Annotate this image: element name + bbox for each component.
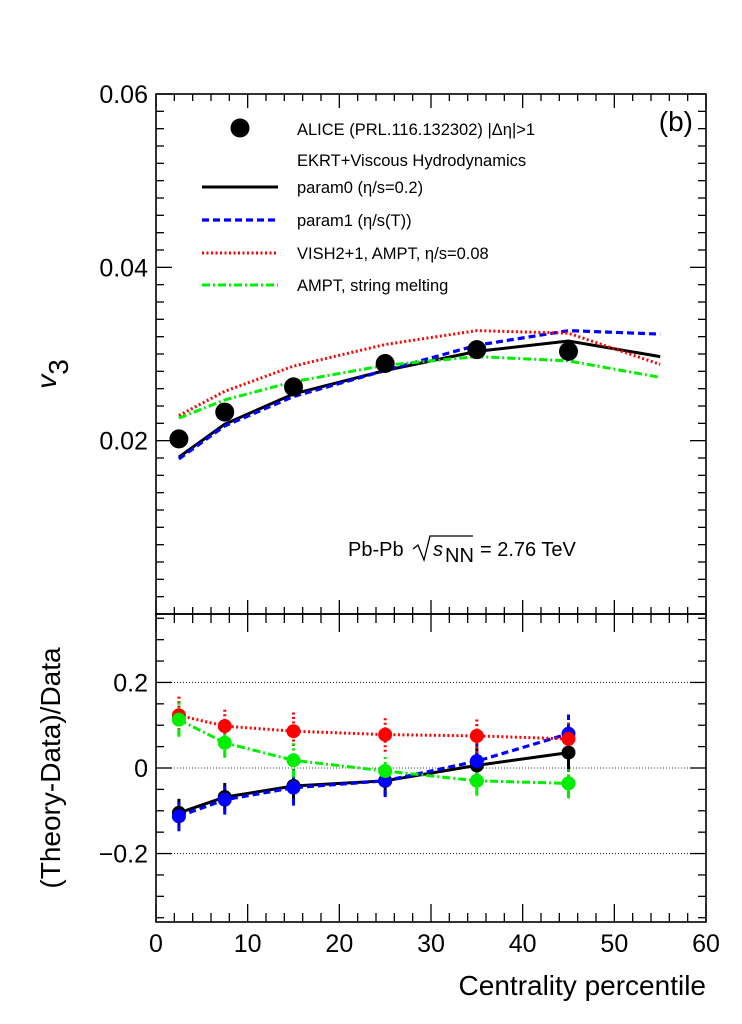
legend-label-dotted: VISH2+1, AMPT, η/s=0.08 bbox=[297, 245, 489, 263]
ratio-curve-dashed bbox=[178, 732, 569, 818]
legend-label-dashdot: AMPT, string melting bbox=[297, 277, 448, 295]
ratio-point-dashdot bbox=[286, 753, 301, 768]
annotation-system: Pb-Pb bbox=[348, 539, 404, 561]
ratio-point-dashdot bbox=[469, 773, 484, 788]
bottom-plot-frame bbox=[155, 613, 707, 923]
sqrt-sign bbox=[412, 535, 473, 563]
bottom-y-tick-label: −0.2 bbox=[99, 841, 148, 869]
annotation-energy: = 2.76 TeV bbox=[480, 539, 576, 561]
ratio-point-dotted bbox=[561, 731, 576, 746]
ratio-curve-dotted bbox=[178, 713, 569, 741]
bottom-panel: −0.2 0 0.2 0 10 20 30 40 50 60 Centrality percenti… bbox=[35, 613, 720, 1001]
alice-data-point bbox=[169, 429, 189, 449]
alice-data-point bbox=[559, 341, 578, 361]
ratio-curve-dashdot bbox=[178, 718, 569, 785]
top-y-tick-label: 0.02 bbox=[99, 428, 148, 456]
x-tick-label: 60 bbox=[692, 930, 720, 958]
ratio-point-dashed bbox=[217, 792, 232, 807]
top-curve-solid bbox=[178, 339, 661, 459]
x-tick-label: 30 bbox=[417, 930, 445, 958]
x-tick-label: 50 bbox=[600, 930, 628, 958]
top-curve-dashdot bbox=[178, 355, 661, 420]
ratio-point-dashed bbox=[469, 754, 484, 769]
alice-data-point bbox=[215, 402, 235, 422]
top-panel: 0.02 0.04 0.06 v3 (b) ALICE (PRL.116.132302) … bbox=[31, 81, 707, 615]
x-axis-title: Centrality percentile bbox=[459, 970, 706, 1001]
x-tick-label: 0 bbox=[149, 930, 163, 958]
ratio-point-dashed bbox=[286, 780, 301, 795]
ratio-point-dashdot bbox=[171, 712, 186, 727]
x-tick-label: 10 bbox=[234, 930, 262, 958]
panel-label: (b) bbox=[659, 106, 693, 137]
ratio-point-dashed bbox=[171, 809, 186, 824]
bottom-y-axis-title: (Theory-Data)/Data bbox=[35, 647, 66, 889]
annotation-nn: NN bbox=[445, 545, 474, 567]
top-y-tick-label: 0.06 bbox=[99, 81, 148, 109]
x-tick-label: 20 bbox=[325, 930, 353, 958]
annotation-s: s bbox=[433, 539, 443, 561]
ratio-curve-solid bbox=[178, 751, 569, 815]
v-subscript: 3 bbox=[43, 359, 74, 375]
legend-header: EKRT+Viscous Hydrodynamics bbox=[297, 152, 526, 170]
legend-marker-alice bbox=[230, 118, 250, 138]
bottom-y-tick-label: 0 bbox=[134, 755, 148, 783]
top-y-axis-title: v3 bbox=[31, 359, 74, 389]
alice-data-point bbox=[284, 377, 303, 397]
legend-label-solid: param0 (η/s=0.2) bbox=[297, 179, 423, 197]
ratio-point-dotted bbox=[469, 728, 484, 743]
alice-data-point bbox=[467, 340, 487, 360]
alice-data-point bbox=[375, 354, 395, 374]
ratio-point-dashed bbox=[378, 773, 393, 788]
ratio-point-dotted bbox=[378, 727, 393, 742]
ratio-point-dashdot bbox=[217, 735, 232, 750]
legend-label-dashed: param1 (η/s(T)) bbox=[297, 212, 412, 230]
x-tick-label: 40 bbox=[509, 930, 537, 958]
ratio-point-solid bbox=[561, 745, 576, 760]
ratio-point-dotted bbox=[217, 719, 232, 734]
top-curve-dashed bbox=[177, 328, 661, 461]
ratio-point-dashdot bbox=[378, 763, 393, 778]
bottom-y-tick-label: 0.2 bbox=[113, 669, 148, 697]
ratio-point-dotted bbox=[286, 724, 301, 739]
ratio-point-dashdot bbox=[561, 776, 576, 791]
v-symbol: v bbox=[31, 373, 62, 389]
legend-label-alice: ALICE (PRL.116.132302) |Δη|>1 bbox=[297, 121, 535, 139]
top-y-tick-label: 0.04 bbox=[99, 254, 148, 282]
